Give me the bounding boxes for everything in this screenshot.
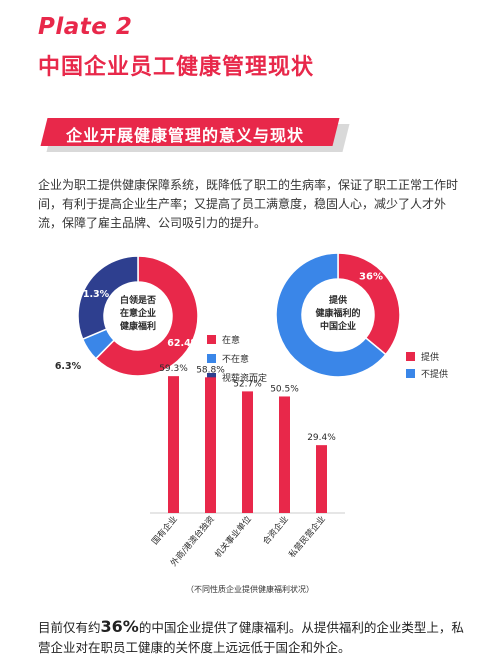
- bar-tick-label-4: 私营民营企业: [287, 514, 328, 560]
- conclusion-paragraph: 目前仅有约36%的中国企业提供了健康福利。从提供福利的企业类型上，私营企业对在职…: [38, 617, 468, 658]
- donut1-legend-swatch-1: [207, 354, 216, 363]
- donut1-center-label-1: 在意企业: [120, 307, 156, 319]
- donut2-slice-1: [275, 252, 387, 378]
- plate-label: Plate 2: [38, 14, 133, 40]
- bar-value-label-0: 59.3%: [159, 364, 188, 374]
- donut1-slice-0: [94, 255, 199, 377]
- bar-value-label-2: 52.7%: [233, 379, 262, 389]
- bar-0: [168, 376, 179, 513]
- page-title: 中国企业员工健康管理现状: [38, 55, 315, 80]
- intro-paragraph: 企业为职工提供健康保障系统，既降低了职工的生病率，保证了职工正常工作时间，有利于…: [38, 178, 459, 230]
- donut2-center-label-0: 提供: [329, 294, 347, 306]
- donut1-value-label-1: 6.3%: [55, 361, 82, 372]
- bar-4: [316, 445, 327, 513]
- bar-value-label-1: 58.8%: [196, 365, 225, 375]
- donut1-value-label-0: 62.4%: [167, 338, 200, 349]
- donut2-slice-0: [337, 252, 401, 356]
- bar-tick-label-2: 机关事业单位: [213, 513, 255, 560]
- donut2-value-label-0: 36%: [359, 272, 383, 283]
- donut1-center-label-2: 健康福利: [120, 320, 156, 332]
- donut2-legend-label-0: 提供: [421, 351, 439, 363]
- bar-chart-caption: （不同性质企业提供健康福利状况）: [186, 585, 314, 594]
- bar-value-label-3: 50.5%: [270, 384, 299, 394]
- bar-3: [279, 396, 290, 513]
- donut2-center-label-2: 中国企业: [320, 320, 356, 332]
- donut2-legend-swatch-0: [406, 352, 415, 361]
- conclusion-post: 的中国企业提供了健康福利。从提供福利的企业类型上，私营企业对在职员工健康的关怀度…: [38, 620, 464, 655]
- donut1-slice-2: [77, 255, 139, 341]
- conclusion-highlight: 36%: [100, 617, 139, 636]
- donut1-legend-label-0: 在意: [222, 334, 240, 346]
- section-banner: 企业开展健康管理的意义与现状: [40, 118, 350, 152]
- donut1-center-label-0: 白领是否: [120, 294, 156, 306]
- donut1-legend-label-1: 不在意: [222, 353, 249, 365]
- bar-value-label-4: 29.4%: [307, 433, 336, 443]
- donut2-center-label-1: 健康福利的: [315, 307, 360, 319]
- section-title: 企业开展健康管理的意义与现状: [66, 126, 305, 145]
- donut2-legend-swatch-1: [406, 369, 415, 378]
- donut1-legend-label-2: 视薪资而定: [222, 372, 267, 384]
- conclusion-pre: 目前仅有约: [38, 620, 101, 635]
- donut1-value-label-2: 31.3%: [76, 289, 109, 300]
- bar-tick-label-0: 国有企业: [150, 514, 180, 547]
- donut1-legend-swatch-0: [207, 335, 216, 344]
- donut2-legend-label-1: 不提供: [421, 368, 448, 380]
- bar-1: [205, 377, 216, 513]
- bar-tick-label-3: 合资企业: [261, 514, 291, 547]
- bar-2: [242, 391, 253, 513]
